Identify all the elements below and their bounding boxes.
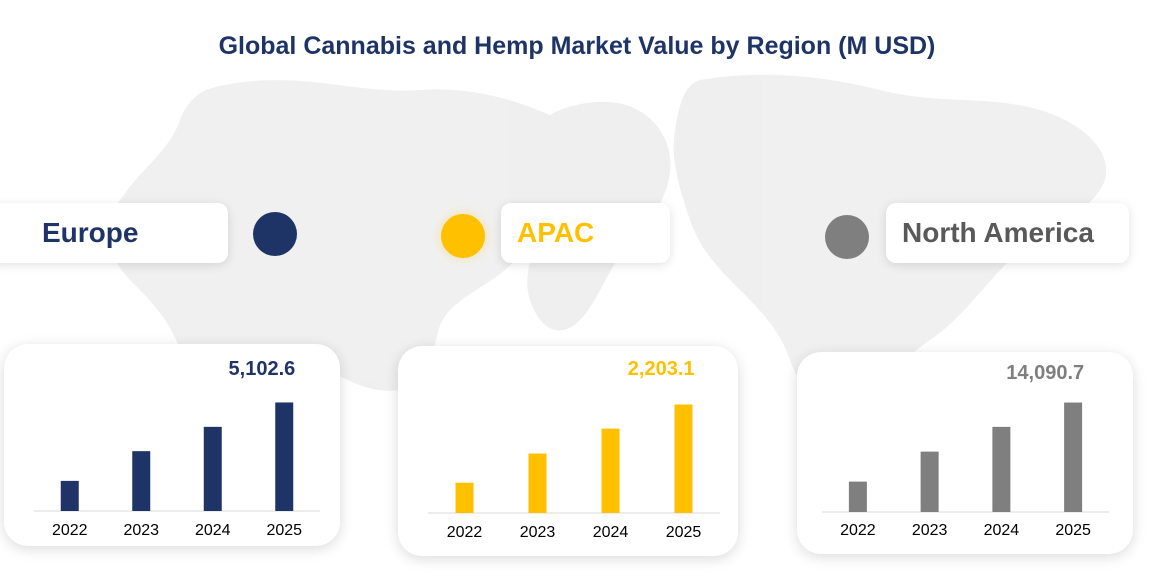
north-america-marker-dot — [825, 215, 869, 259]
apac-tick-2025: 2025 — [666, 524, 702, 541]
europe-bar-2023 — [132, 451, 151, 511]
europe-tick-2025: 2025 — [266, 522, 302, 539]
europe-tick-2022: 2022 — [52, 522, 88, 539]
north-america-value-label-2025: 14,090.7 — [1006, 362, 1084, 384]
region-label-north-america-text: North America — [902, 217, 1094, 248]
apac-bar-chart: 2022 2023 2024 2025 2,203.1 — [428, 358, 720, 541]
europe-value-label-2025: 5,102.6 — [229, 358, 296, 380]
north-america-tick-2025: 2025 — [1055, 522, 1091, 539]
north-america-bar-2025 — [1064, 402, 1083, 512]
apac-bar-2025 — [674, 404, 693, 513]
europe-chart-card: 2022 2023 2024 2025 5,102.6 — [4, 344, 340, 546]
europe-tick-2023: 2023 — [123, 522, 159, 539]
apac-chart-card: 2022 2023 2024 2025 2,203.1 — [398, 346, 738, 556]
north-america-bar-chart: 2022 2023 2024 2025 14,090.7 — [822, 362, 1109, 539]
region-label-europe: Europe — [0, 203, 228, 263]
apac-tick-2022: 2022 — [447, 524, 483, 541]
europe-bar-2025 — [275, 402, 294, 511]
region-label-apac: APAC — [501, 203, 670, 263]
north-america-chart-card: 2022 2023 2024 2025 14,090.7 — [797, 352, 1133, 554]
europe-bar-2022 — [60, 480, 79, 511]
europe-tick-2024: 2024 — [195, 522, 231, 539]
europe-marker-dot — [253, 212, 297, 256]
region-label-apac-text: APAC — [517, 217, 595, 248]
apac-bar-2024 — [601, 428, 620, 513]
north-america-tick-2022: 2022 — [840, 522, 876, 539]
north-america-bar-2022 — [848, 481, 867, 512]
apac-tick-2024: 2024 — [593, 524, 629, 541]
north-america-tick-2023: 2023 — [912, 522, 948, 539]
chart-title: Global Cannabis and Hemp Market Value by… — [218, 32, 936, 60]
region-label-europe-text: Europe — [42, 217, 139, 248]
north-america-tick-2024: 2024 — [984, 522, 1020, 539]
north-america-bar-2023 — [920, 451, 939, 512]
apac-bar-2022 — [455, 482, 474, 513]
region-label-north-america: North America — [886, 203, 1129, 263]
apac-tick-2023: 2023 — [520, 524, 556, 541]
apac-marker-dot — [441, 214, 485, 258]
europe-bar-2024 — [203, 426, 222, 511]
apac-bar-2023 — [528, 453, 547, 513]
north-america-bar-2024 — [992, 426, 1011, 512]
europe-bar-chart: 2022 2023 2024 2025 5,102.6 — [34, 358, 320, 539]
apac-value-label-2025: 2,203.1 — [628, 358, 695, 380]
